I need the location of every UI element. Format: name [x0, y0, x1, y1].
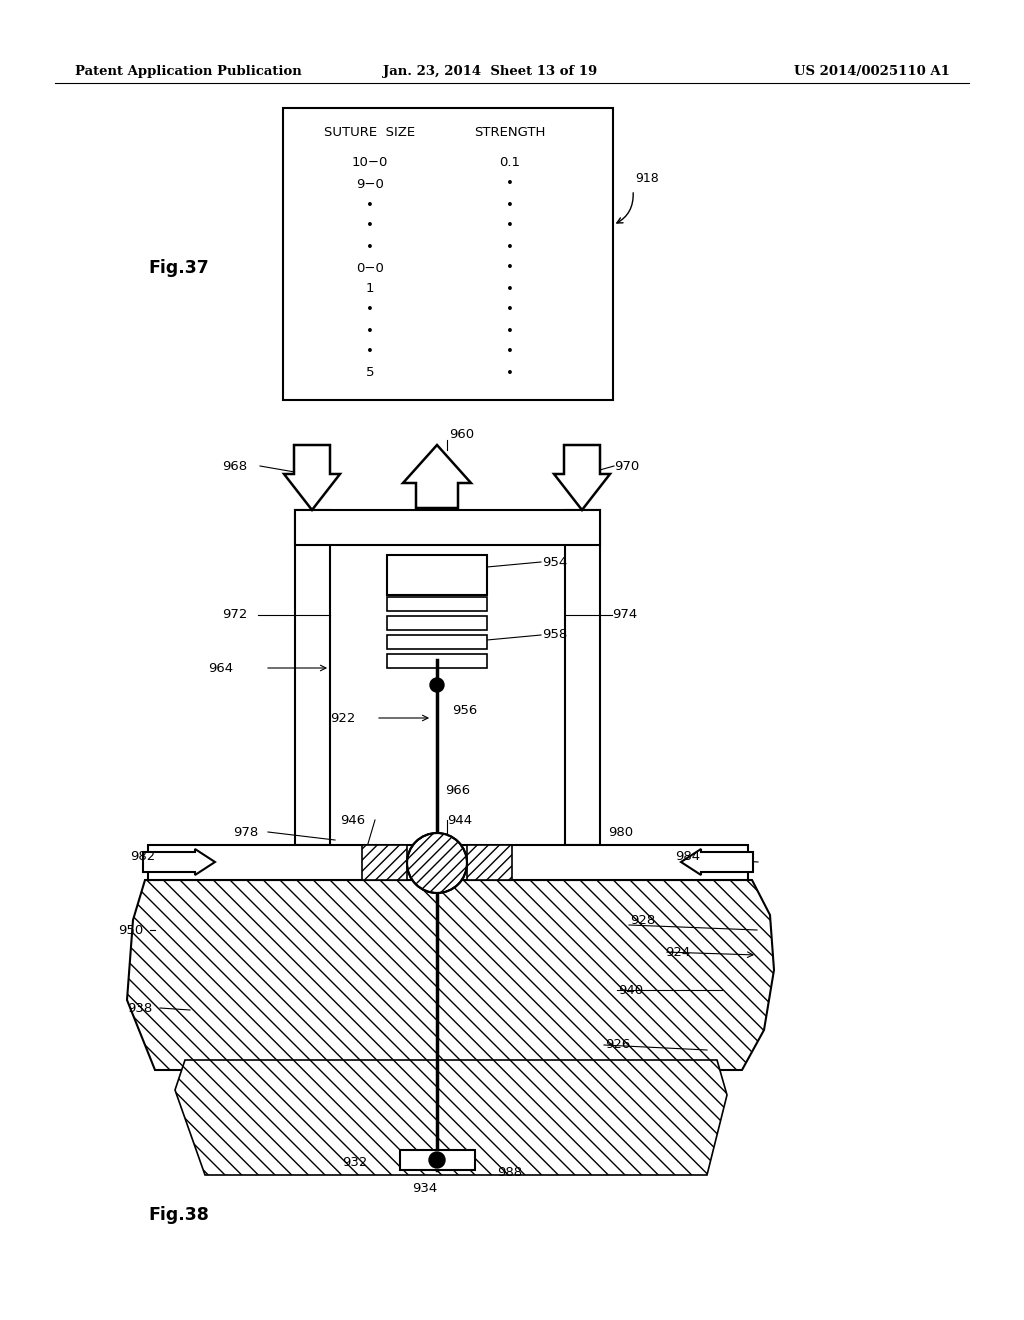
Text: Patent Application Publication: Patent Application Publication: [75, 66, 302, 78]
FancyArrow shape: [554, 445, 610, 510]
Text: •: •: [366, 240, 374, 253]
Text: 9−0: 9−0: [356, 177, 384, 190]
Bar: [565, 510, 600, 845]
Text: •: •: [506, 177, 514, 190]
Text: SUTURE  SIZE: SUTURE SIZE: [325, 125, 416, 139]
Text: US 2014/0025110 A1: US 2014/0025110 A1: [795, 66, 950, 78]
Bar: [387, 616, 487, 630]
Text: •: •: [366, 219, 374, 232]
Text: 960: 960: [449, 429, 474, 441]
Polygon shape: [175, 1060, 727, 1175]
Polygon shape: [127, 880, 774, 1071]
Text: 922: 922: [330, 711, 355, 725]
Text: Fig.38: Fig.38: [148, 1206, 209, 1224]
Bar: [387, 653, 487, 668]
Bar: [295, 510, 330, 845]
Text: •: •: [506, 367, 514, 380]
Text: •: •: [366, 325, 374, 338]
Text: •: •: [506, 240, 514, 253]
Bar: [387, 597, 487, 611]
Text: •: •: [506, 219, 514, 232]
Text: •: •: [506, 346, 514, 359]
Text: 974: 974: [612, 609, 637, 622]
Bar: [148, 845, 748, 880]
Text: •: •: [506, 325, 514, 338]
Text: 10−0: 10−0: [352, 157, 388, 169]
Text: Jan. 23, 2014  Sheet 13 of 19: Jan. 23, 2014 Sheet 13 of 19: [383, 66, 597, 78]
Circle shape: [407, 833, 467, 894]
FancyArrow shape: [284, 445, 340, 510]
Text: 1: 1: [366, 282, 374, 296]
Text: 954: 954: [542, 556, 567, 569]
Text: 940: 940: [618, 983, 643, 997]
Text: 980: 980: [608, 825, 633, 838]
Text: 956: 956: [452, 704, 477, 717]
Text: STRENGTH: STRENGTH: [474, 125, 546, 139]
Text: 970: 970: [614, 459, 639, 473]
Bar: [467, 845, 512, 880]
Text: 926: 926: [605, 1039, 630, 1052]
Text: 964: 964: [208, 661, 233, 675]
FancyArrow shape: [143, 849, 215, 875]
Text: 0−0: 0−0: [356, 261, 384, 275]
FancyArrow shape: [403, 445, 471, 508]
FancyArrow shape: [681, 849, 753, 875]
Text: 918: 918: [635, 172, 658, 185]
Text: •: •: [366, 346, 374, 359]
Bar: [387, 554, 487, 595]
Bar: [400, 1150, 475, 1170]
Text: 924: 924: [665, 945, 690, 958]
Text: 982: 982: [130, 850, 156, 863]
Text: 944: 944: [447, 813, 472, 826]
Text: Fig.37: Fig.37: [148, 259, 209, 277]
Bar: [295, 510, 600, 545]
Bar: [362, 845, 407, 880]
Text: 978: 978: [233, 825, 258, 838]
Text: 928: 928: [630, 913, 655, 927]
Text: •: •: [506, 261, 514, 275]
Circle shape: [430, 678, 444, 692]
Text: 966: 966: [445, 784, 470, 796]
Text: •: •: [506, 304, 514, 317]
Text: 958: 958: [542, 628, 567, 642]
Text: 968: 968: [222, 459, 247, 473]
Bar: [387, 635, 487, 649]
Text: •: •: [366, 198, 374, 211]
Text: 934: 934: [413, 1181, 437, 1195]
Text: •: •: [506, 198, 514, 211]
Text: 938: 938: [127, 1002, 153, 1015]
Text: 984: 984: [675, 850, 700, 863]
Text: 0.1: 0.1: [500, 157, 520, 169]
Text: •: •: [506, 282, 514, 296]
Text: 946: 946: [340, 813, 366, 826]
Text: 950: 950: [118, 924, 143, 936]
Circle shape: [429, 1152, 445, 1168]
Text: •: •: [366, 304, 374, 317]
Text: 5: 5: [366, 367, 374, 380]
Text: 988: 988: [497, 1166, 522, 1179]
Text: 972: 972: [222, 609, 248, 622]
Text: 932: 932: [342, 1155, 368, 1168]
